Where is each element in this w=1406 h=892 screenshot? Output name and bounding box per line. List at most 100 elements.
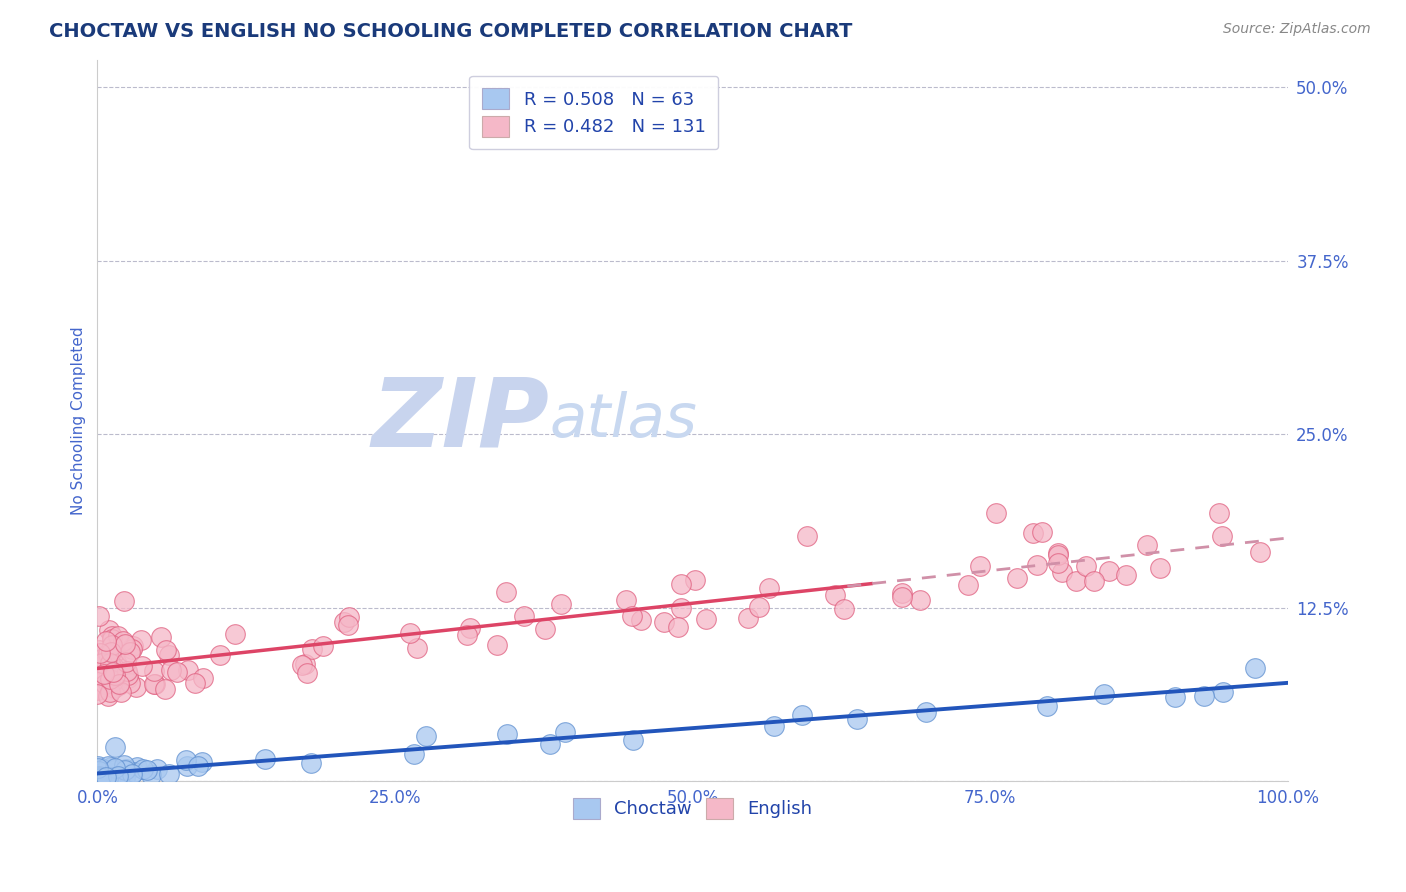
Point (97, 648, 120, 662)
Point (1149, 560, 1171, 574)
Point (93, 764, 115, 779)
Point (1026, 558, 1049, 573)
Point (87, 682, 110, 697)
Point (104, 739, 127, 754)
Point (107, 628, 129, 642)
Legend: Choctaw, English: Choctaw, English (565, 791, 820, 826)
Point (89, 646, 111, 660)
Point (87, 759, 110, 773)
Point (160, 663, 183, 677)
Point (143, 677, 166, 691)
Point (125, 760, 148, 774)
Point (117, 668, 139, 682)
Point (97, 646, 120, 660)
Point (132, 762, 155, 776)
Point (101, 665, 124, 680)
Point (456, 627, 478, 641)
Point (87, 609, 110, 624)
Point (174, 753, 197, 767)
Point (98, 684, 121, 698)
Point (695, 611, 717, 625)
Point (91, 773, 114, 788)
Point (1097, 564, 1119, 578)
Point (1115, 567, 1137, 582)
Point (495, 585, 517, 599)
Point (146, 762, 169, 776)
Text: atlas: atlas (550, 391, 697, 450)
Point (97, 772, 120, 787)
Point (187, 758, 209, 772)
Point (100, 663, 122, 677)
Point (98, 673, 121, 687)
Point (112, 668, 135, 682)
Point (97, 771, 120, 785)
Point (253, 752, 276, 766)
Point (125, 680, 148, 694)
Point (891, 591, 914, 605)
Point (669, 600, 692, 615)
Point (91, 650, 114, 665)
Point (762, 719, 785, 733)
Point (96, 667, 118, 681)
Point (153, 681, 176, 696)
Point (224, 627, 246, 641)
Point (299, 756, 322, 770)
Point (86, 687, 108, 701)
Point (550, 597, 572, 611)
Point (89, 681, 111, 696)
Point (111, 634, 134, 648)
Point (108, 769, 131, 783)
Point (97, 624, 120, 638)
Point (117, 671, 139, 685)
Point (890, 585, 912, 599)
Point (792, 708, 814, 723)
Point (969, 558, 991, 573)
Point (93, 770, 115, 784)
Point (101, 673, 124, 688)
Point (100, 770, 122, 784)
Point (832, 602, 855, 616)
Point (104, 761, 127, 775)
Text: CHOCTAW VS ENGLISH NO SCHOOLING COMPLETED CORRELATION CHART: CHOCTAW VS ENGLISH NO SCHOOLING COMPLETE… (49, 22, 852, 41)
Point (1083, 574, 1105, 588)
Point (312, 639, 335, 653)
Point (333, 615, 356, 629)
Point (1249, 545, 1271, 559)
Point (301, 642, 323, 657)
Point (157, 767, 180, 781)
Point (1136, 538, 1159, 552)
Point (121, 641, 143, 656)
Point (104, 669, 127, 683)
Point (208, 648, 231, 663)
Point (94, 634, 117, 648)
Point (399, 626, 422, 640)
Point (97, 765, 120, 780)
Point (513, 609, 536, 624)
Point (1092, 687, 1115, 701)
Point (89, 770, 111, 784)
Point (114, 655, 136, 669)
Point (496, 727, 519, 741)
Point (1212, 685, 1234, 699)
Point (100, 660, 122, 674)
Point (104, 668, 127, 682)
Point (295, 665, 318, 680)
Point (748, 600, 770, 615)
Point (122, 639, 145, 653)
Point (554, 725, 576, 739)
Point (155, 643, 177, 657)
Point (87, 764, 110, 778)
Point (406, 641, 429, 656)
Point (90, 766, 112, 780)
Point (142, 664, 165, 678)
Point (89, 769, 111, 783)
Point (139, 768, 162, 782)
Point (87, 761, 110, 775)
Point (90, 771, 112, 785)
Point (108, 678, 131, 692)
Point (1047, 556, 1070, 570)
Point (1064, 574, 1087, 588)
Point (135, 763, 157, 777)
Point (630, 613, 652, 627)
Point (97, 675, 120, 690)
